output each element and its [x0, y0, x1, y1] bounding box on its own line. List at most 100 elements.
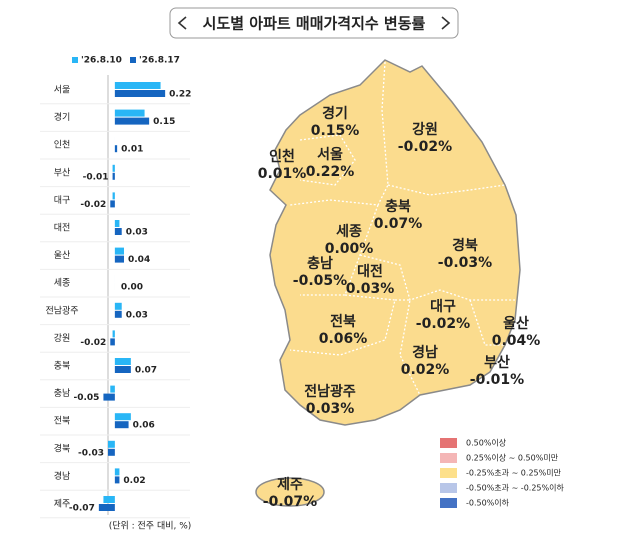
- category-label: 충남: [54, 388, 71, 399]
- bar: [115, 110, 145, 117]
- bar: [115, 311, 122, 318]
- bar: [103, 394, 114, 401]
- value-label: 0.04: [128, 255, 150, 265]
- value-label: 0.15: [153, 117, 175, 127]
- map-legend-label: 0.25%이상 ~ 0.50%미만: [466, 453, 559, 463]
- region-name: 울산: [503, 315, 529, 332]
- bar: [115, 90, 165, 97]
- region-value: 0.15%: [311, 123, 360, 139]
- region-name: 전북: [330, 313, 356, 330]
- region-name: 경기: [322, 105, 348, 122]
- legend-label: '26.8.10: [81, 56, 122, 66]
- value-label: -0.02: [80, 200, 106, 210]
- map-legend-label: 0.50%이상: [466, 438, 507, 448]
- legend-label: '26.8.17: [139, 56, 180, 66]
- region-name: 전남광주: [304, 383, 356, 400]
- map-legend-swatch: [440, 468, 457, 478]
- region-value: 0.04%: [492, 333, 541, 349]
- value-label: 0.06: [133, 421, 155, 431]
- bar: [110, 338, 115, 345]
- region-name: 인천: [269, 148, 295, 165]
- category-label: 부산: [54, 167, 71, 178]
- region-name: 부산: [484, 354, 510, 371]
- region-value: 0.01%: [258, 166, 307, 182]
- category-label: 충북: [54, 361, 71, 372]
- region-value: 0.07%: [374, 216, 423, 232]
- category-label: 제주: [54, 499, 71, 510]
- category-label: 대전: [54, 223, 71, 234]
- bar: [115, 228, 122, 235]
- region-value: -0.07%: [263, 494, 317, 510]
- region-value: -0.02%: [398, 139, 452, 155]
- map-legend-swatch: [440, 438, 457, 448]
- bar: [115, 82, 161, 89]
- category-label: 강원: [54, 333, 71, 344]
- bar: [115, 476, 120, 483]
- value-label: 0.22: [169, 90, 191, 100]
- region-name: 대전: [357, 263, 383, 280]
- bar: [115, 220, 120, 227]
- bar: [115, 145, 117, 152]
- region-name: 제주: [277, 477, 303, 493]
- region-name: 경남: [412, 344, 438, 361]
- value-label: -0.01: [83, 172, 109, 182]
- value-label: -0.02: [80, 338, 106, 348]
- bar: [108, 441, 115, 448]
- mainland: [270, 60, 520, 425]
- bar: [115, 366, 131, 373]
- bar: [115, 256, 124, 263]
- region-value: -0.05%: [293, 273, 347, 289]
- region-value: 0.06%: [319, 331, 368, 347]
- bar: [110, 386, 115, 393]
- region-value: -0.03%: [438, 255, 492, 271]
- bar: [99, 504, 115, 511]
- bar: [103, 496, 114, 503]
- value-label: 0.07: [135, 366, 157, 376]
- region-name: 충북: [385, 199, 411, 215]
- bar: [115, 413, 131, 420]
- map-legend-swatch: [440, 498, 457, 508]
- category-label: 울산: [54, 250, 71, 261]
- region-name: 경북: [452, 237, 478, 254]
- region-name: 대구: [430, 299, 456, 315]
- map-legend-label: -0.50%이하: [466, 498, 510, 508]
- value-label: -0.05: [73, 393, 99, 403]
- region-value: 0.00%: [325, 241, 374, 257]
- region-value: 0.22%: [306, 164, 355, 180]
- bar: [113, 330, 115, 337]
- region-name: 충남: [307, 255, 333, 272]
- unit-note: (단위 : 전주 대비, %): [109, 521, 192, 532]
- bar: [108, 449, 115, 456]
- region-value: -0.01%: [470, 372, 524, 388]
- bar: [115, 421, 129, 428]
- category-label: 경기: [54, 111, 71, 123]
- legend-swatch: [72, 57, 78, 63]
- bar: [115, 248, 124, 255]
- category-label: 서울: [54, 85, 71, 96]
- value-label: 0.00: [121, 283, 143, 293]
- bar: [115, 468, 120, 475]
- category-label: 경남: [54, 470, 71, 482]
- region-value: -0.02%: [416, 316, 470, 332]
- legend-swatch: [130, 57, 136, 63]
- value-label: 0.02: [123, 476, 145, 486]
- bar: [113, 173, 115, 180]
- value-label: 0.03: [126, 310, 148, 320]
- category-label: 전남광주: [45, 304, 78, 316]
- category-label: 대구: [54, 195, 71, 206]
- region-name: 서울: [317, 146, 343, 163]
- category-label: 경북: [54, 442, 71, 454]
- map-legend-swatch: [440, 453, 457, 463]
- region-value: 0.03%: [306, 401, 355, 417]
- value-label: -0.07: [69, 504, 95, 514]
- category-label: 세종: [54, 278, 71, 289]
- map-legend-swatch: [440, 483, 457, 493]
- region-value: 0.02%: [401, 362, 450, 378]
- bar: [113, 165, 115, 172]
- category-label: 인천: [54, 140, 71, 151]
- value-label: 0.03: [126, 228, 148, 238]
- bar: [110, 200, 115, 207]
- value-label: 0.01: [121, 145, 143, 155]
- bar: [115, 358, 131, 365]
